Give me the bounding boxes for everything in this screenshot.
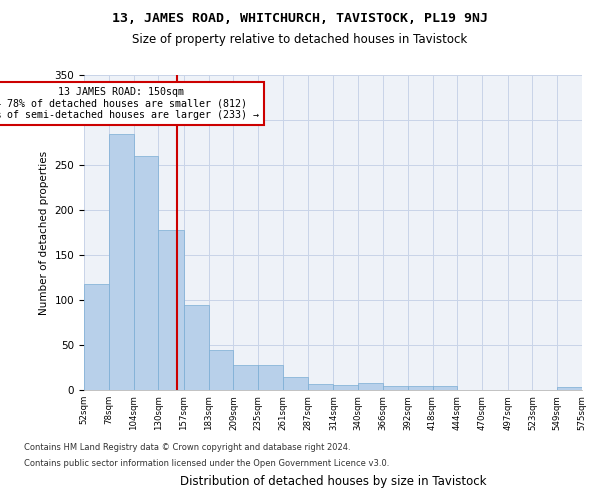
Bar xyxy=(358,383,383,390)
Bar xyxy=(334,384,358,390)
Bar xyxy=(209,350,233,390)
Y-axis label: Number of detached properties: Number of detached properties xyxy=(39,150,49,314)
Bar xyxy=(158,230,184,390)
Bar xyxy=(134,156,158,390)
Bar xyxy=(283,376,308,390)
Bar xyxy=(308,384,334,390)
Text: Contains HM Land Registry data © Crown copyright and database right 2024.: Contains HM Land Registry data © Crown c… xyxy=(24,444,350,452)
Bar xyxy=(557,388,582,390)
Bar xyxy=(408,386,433,390)
Bar xyxy=(258,365,283,390)
Bar xyxy=(233,365,258,390)
Text: Distribution of detached houses by size in Tavistock: Distribution of detached houses by size … xyxy=(180,474,486,488)
Bar xyxy=(109,134,134,390)
Text: Contains public sector information licensed under the Open Government Licence v3: Contains public sector information licen… xyxy=(24,458,389,468)
Text: 13 JAMES ROAD: 150sqm
← 78% of detached houses are smaller (812)
22% of semi-det: 13 JAMES ROAD: 150sqm ← 78% of detached … xyxy=(0,86,259,120)
Bar xyxy=(84,284,109,390)
Text: 13, JAMES ROAD, WHITCHURCH, TAVISTOCK, PL19 9NJ: 13, JAMES ROAD, WHITCHURCH, TAVISTOCK, P… xyxy=(112,12,488,26)
Text: Size of property relative to detached houses in Tavistock: Size of property relative to detached ho… xyxy=(133,32,467,46)
Bar xyxy=(184,304,209,390)
Bar xyxy=(433,386,457,390)
Bar xyxy=(383,386,408,390)
